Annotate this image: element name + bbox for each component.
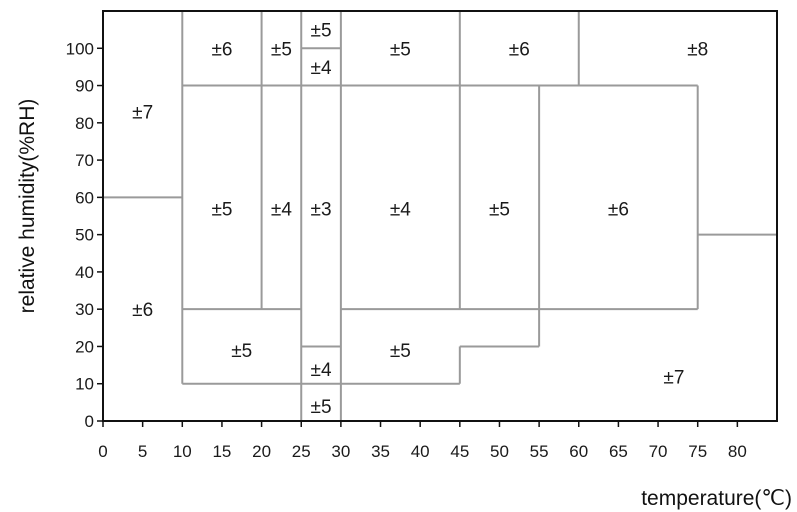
- x-tick-label: 75: [688, 442, 707, 461]
- zone-tolerance-label: ±8: [687, 39, 708, 60]
- zone-tolerance-label: ±5: [311, 397, 332, 418]
- zone-tolerance-label: ±7: [132, 103, 153, 124]
- x-tick-label: 55: [530, 442, 549, 461]
- zone-tolerance-label: ±6: [608, 200, 629, 221]
- zone-tolerance-label: ±4: [390, 200, 411, 221]
- y-tick-label: 20: [75, 337, 94, 356]
- y-axis-ticks: 0 10 20 30 40 50 60 70 80 90 100: [66, 39, 103, 431]
- y-axis-title: relative humidity(%RH): [16, 99, 39, 314]
- x-tick-label: 45: [450, 442, 469, 461]
- zone-tolerance-label: ±6: [509, 39, 530, 60]
- zone-tolerance-label: ±5: [489, 200, 510, 221]
- x-tick-label: 65: [609, 442, 628, 461]
- x-tick-label: 15: [212, 442, 231, 461]
- y-tick-label: 70: [75, 151, 94, 170]
- zone-tolerance-label: ±5: [390, 39, 411, 60]
- y-tick-label: 30: [75, 300, 94, 319]
- x-tick-label: 70: [649, 442, 668, 461]
- zone-tolerance-label: ±7: [663, 367, 684, 388]
- zone-tolerance-label: ±5: [231, 341, 252, 362]
- x-tick-label: 5: [138, 442, 147, 461]
- y-tick-label: 0: [85, 412, 94, 431]
- plot-frame: [102, 10, 778, 422]
- x-tick-label: 60: [569, 442, 588, 461]
- y-tick-label: 10: [75, 375, 94, 394]
- x-tick-label: 30: [331, 442, 350, 461]
- zone-tolerance-label: ±4: [311, 360, 332, 381]
- x-axis-title: temperature(℃): [641, 487, 792, 510]
- zone-tolerance-label: ±4: [271, 200, 292, 221]
- y-tick-label: 60: [75, 188, 94, 207]
- region-boundaries: [103, 11, 777, 421]
- x-tick-label: 40: [411, 442, 430, 461]
- y-tick-label: 40: [75, 263, 94, 282]
- zone-tolerance-label: ±5: [390, 341, 411, 362]
- zone-tolerance-label: ±6: [211, 39, 232, 60]
- x-tick-label: 10: [173, 442, 192, 461]
- x-tick-label: 25: [292, 442, 311, 461]
- y-tick-label: 80: [75, 114, 94, 133]
- x-tick-label: 35: [371, 442, 390, 461]
- zone-tolerance-label: ±3: [311, 200, 332, 221]
- zone-tolerance-label: ±4: [311, 58, 332, 79]
- y-tick-label: 100: [66, 39, 94, 58]
- y-tick-label: 90: [75, 77, 94, 96]
- x-tick-label: 80: [728, 442, 747, 461]
- zone-tolerance-label: ±5: [311, 21, 332, 42]
- x-axis-ticks: 0 5 10 15 20 25 30 35 40 45 50 55 60 65 70 75 80: [98, 421, 747, 461]
- x-tick-label: 20: [252, 442, 271, 461]
- zone-labels: ±7 ±6 ±6 ±5 ±5 ±4 ±5 ±6 ±8 ±5 ±4 ±3 ±4 ±5 ±6 ±5 ±4 ±5 ±5 ±7: [132, 21, 708, 418]
- y-tick-label: 50: [75, 226, 94, 245]
- zone-tolerance-label: ±6: [132, 300, 153, 321]
- zone-tolerance-label: ±5: [271, 39, 292, 60]
- x-tick-label: 0: [98, 442, 107, 461]
- x-tick-label: 50: [490, 442, 509, 461]
- zone-tolerance-label: ±5: [211, 200, 232, 221]
